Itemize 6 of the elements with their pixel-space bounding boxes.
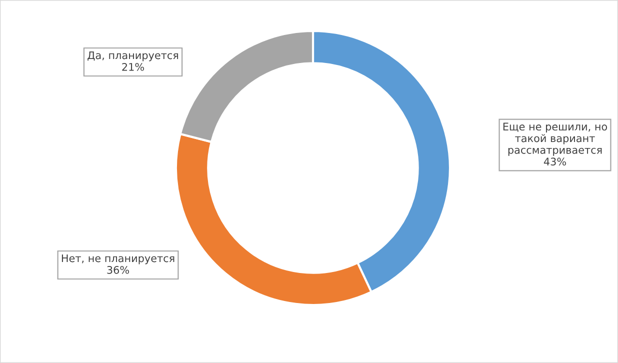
slice-label: Да, планируется [88,51,178,62]
data-label: 36% [107,266,129,274]
data-label: 21% [122,62,144,71]
slice-label: Еще не решили, но такой вариант рассматривается [503,122,608,156]
data-label: 43% [544,158,566,166]
slice-label: Нет, не планируется [62,254,174,264]
